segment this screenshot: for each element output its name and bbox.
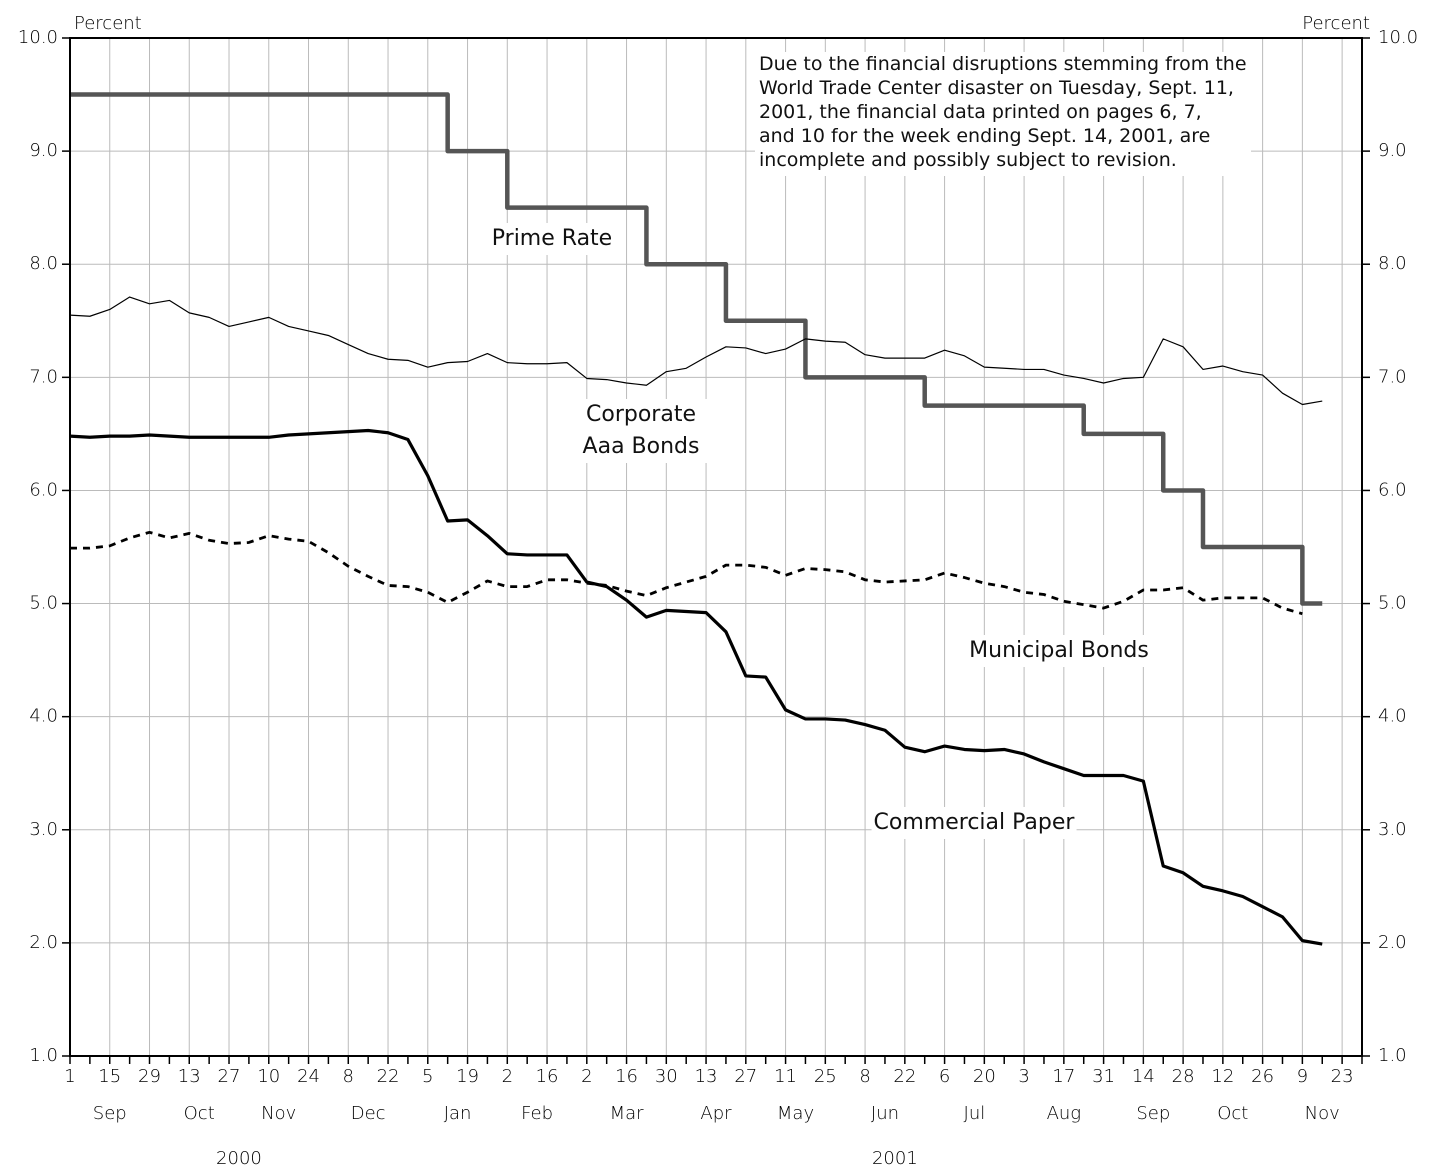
x-tick-label: 23: [1331, 1066, 1354, 1087]
series-line: [70, 92, 1323, 606]
y-tick-label: 8.0: [29, 253, 58, 274]
month-label: Nov: [261, 1103, 296, 1124]
annotation-line: incomplete and possibly subject to revis…: [759, 149, 1177, 171]
annotation-line: World Trade Center disaster on Tuesday, …: [759, 77, 1234, 99]
y-tick-label: 9.0: [29, 140, 58, 161]
series-label: Commercial Paper: [871, 807, 1077, 839]
month-label: May: [777, 1103, 814, 1124]
annotation-line: 2001, the financial data printed on page…: [759, 101, 1202, 123]
x-tick-label: 14: [1132, 1066, 1155, 1087]
x-tick-label: 26: [1251, 1066, 1274, 1087]
month-label: Sep: [1136, 1103, 1170, 1124]
y-tick-label: 4.0: [29, 706, 58, 727]
y2-tick-label: 1.0: [1378, 1045, 1407, 1066]
annotation-line: Due to the financial disruptions stemmin…: [759, 53, 1247, 75]
x-tick-label: 5: [422, 1066, 433, 1087]
y2-tick-label: 10.0: [1378, 27, 1418, 48]
month-label: Jan: [444, 1103, 472, 1124]
x-tick-label: 22: [893, 1066, 916, 1087]
x-tick-label: 27: [218, 1066, 241, 1087]
month-label: Oct: [1217, 1103, 1248, 1124]
month-label: Oct: [184, 1103, 215, 1124]
series-line: [70, 530, 1303, 616]
x-tick-label: 2: [502, 1066, 513, 1087]
month-label: Aug: [1047, 1103, 1082, 1124]
x-tick-label: 10: [257, 1066, 280, 1087]
series-label: Prime Rate: [489, 223, 615, 255]
year-label: 2001: [872, 1148, 918, 1168]
x-tick-label: 6: [939, 1066, 950, 1087]
y-tick-label: 7.0: [29, 366, 58, 387]
x-tick-label: 13: [178, 1066, 201, 1087]
x-tick-label: 11: [774, 1066, 797, 1087]
y-tick-label: 5.0: [29, 593, 58, 614]
x-tick-label: 28: [1172, 1066, 1195, 1087]
annotation-line: and 10 for the week ending Sept. 14, 200…: [759, 125, 1211, 147]
y-tick-label: 3.0: [29, 819, 58, 840]
series-line: [69, 296, 1323, 406]
x-tick-label: 3: [1018, 1066, 1029, 1087]
y-axis-label: Percent: [74, 13, 142, 34]
y2-tick-label: 7.0: [1378, 366, 1407, 387]
x-tick-label: 9: [1297, 1066, 1308, 1087]
x-tick-label: 19: [456, 1066, 479, 1087]
x-tick-label: 16: [615, 1066, 638, 1087]
x-tick-label: 15: [98, 1066, 121, 1087]
plot-frame: [69, 37, 1363, 1057]
x-tick-label: 20: [973, 1066, 996, 1087]
x-tick-label: 27: [734, 1066, 757, 1087]
y2-tick-label: 4.0: [1378, 706, 1407, 727]
x-tick-label: 29: [138, 1066, 161, 1087]
x-tick-label: 1: [64, 1066, 75, 1087]
x-tick-label: 13: [695, 1066, 718, 1087]
x-tick-label: 16: [536, 1066, 559, 1087]
y-tick-label: 1.0: [29, 1045, 58, 1066]
x-tick-label: 31: [1092, 1066, 1115, 1087]
x-tick-label: 24: [297, 1066, 320, 1087]
month-label: Mar: [610, 1103, 645, 1124]
y2-tick-label: 2.0: [1378, 932, 1407, 953]
month-label: Sep: [93, 1103, 127, 1124]
y-tick-label: 10.0: [18, 27, 58, 48]
y2-axis-label: Percent: [1302, 13, 1370, 34]
y2-tick-label: 8.0: [1378, 253, 1407, 274]
x-tick-label: 8: [859, 1066, 870, 1087]
y2-tick-label: 6.0: [1378, 479, 1407, 500]
annotation: Due to the financial disruptions stemmin…: [755, 52, 1251, 176]
y-tick-label: 2.0: [29, 932, 58, 953]
x-tick-label: 17: [1052, 1066, 1075, 1087]
month-label: Jun: [871, 1103, 899, 1124]
month-label: Nov: [1305, 1103, 1340, 1124]
y2-tick-label: 3.0: [1378, 819, 1407, 840]
x-tick-label: 12: [1211, 1066, 1234, 1087]
month-label: Feb: [521, 1103, 553, 1124]
x-tick-label: 8: [343, 1066, 354, 1087]
x-tick-label: 2: [581, 1066, 592, 1087]
month-label: Apr: [700, 1103, 732, 1124]
y-tick-label: 6.0: [29, 479, 58, 500]
series-label: Municipal Bonds: [967, 635, 1151, 667]
x-tick-label: 30: [655, 1066, 678, 1087]
month-label: Jul: [964, 1103, 986, 1124]
year-label: 2000: [216, 1148, 262, 1168]
series-label: Corporate Aaa Bonds: [564, 399, 718, 463]
y2-tick-label: 9.0: [1378, 140, 1407, 161]
x-tick-label: 22: [377, 1066, 400, 1087]
month-label: Dec: [351, 1103, 386, 1124]
series-line: [69, 428, 1323, 946]
y2-tick-label: 5.0: [1378, 593, 1407, 614]
x-tick-label: 25: [814, 1066, 837, 1087]
